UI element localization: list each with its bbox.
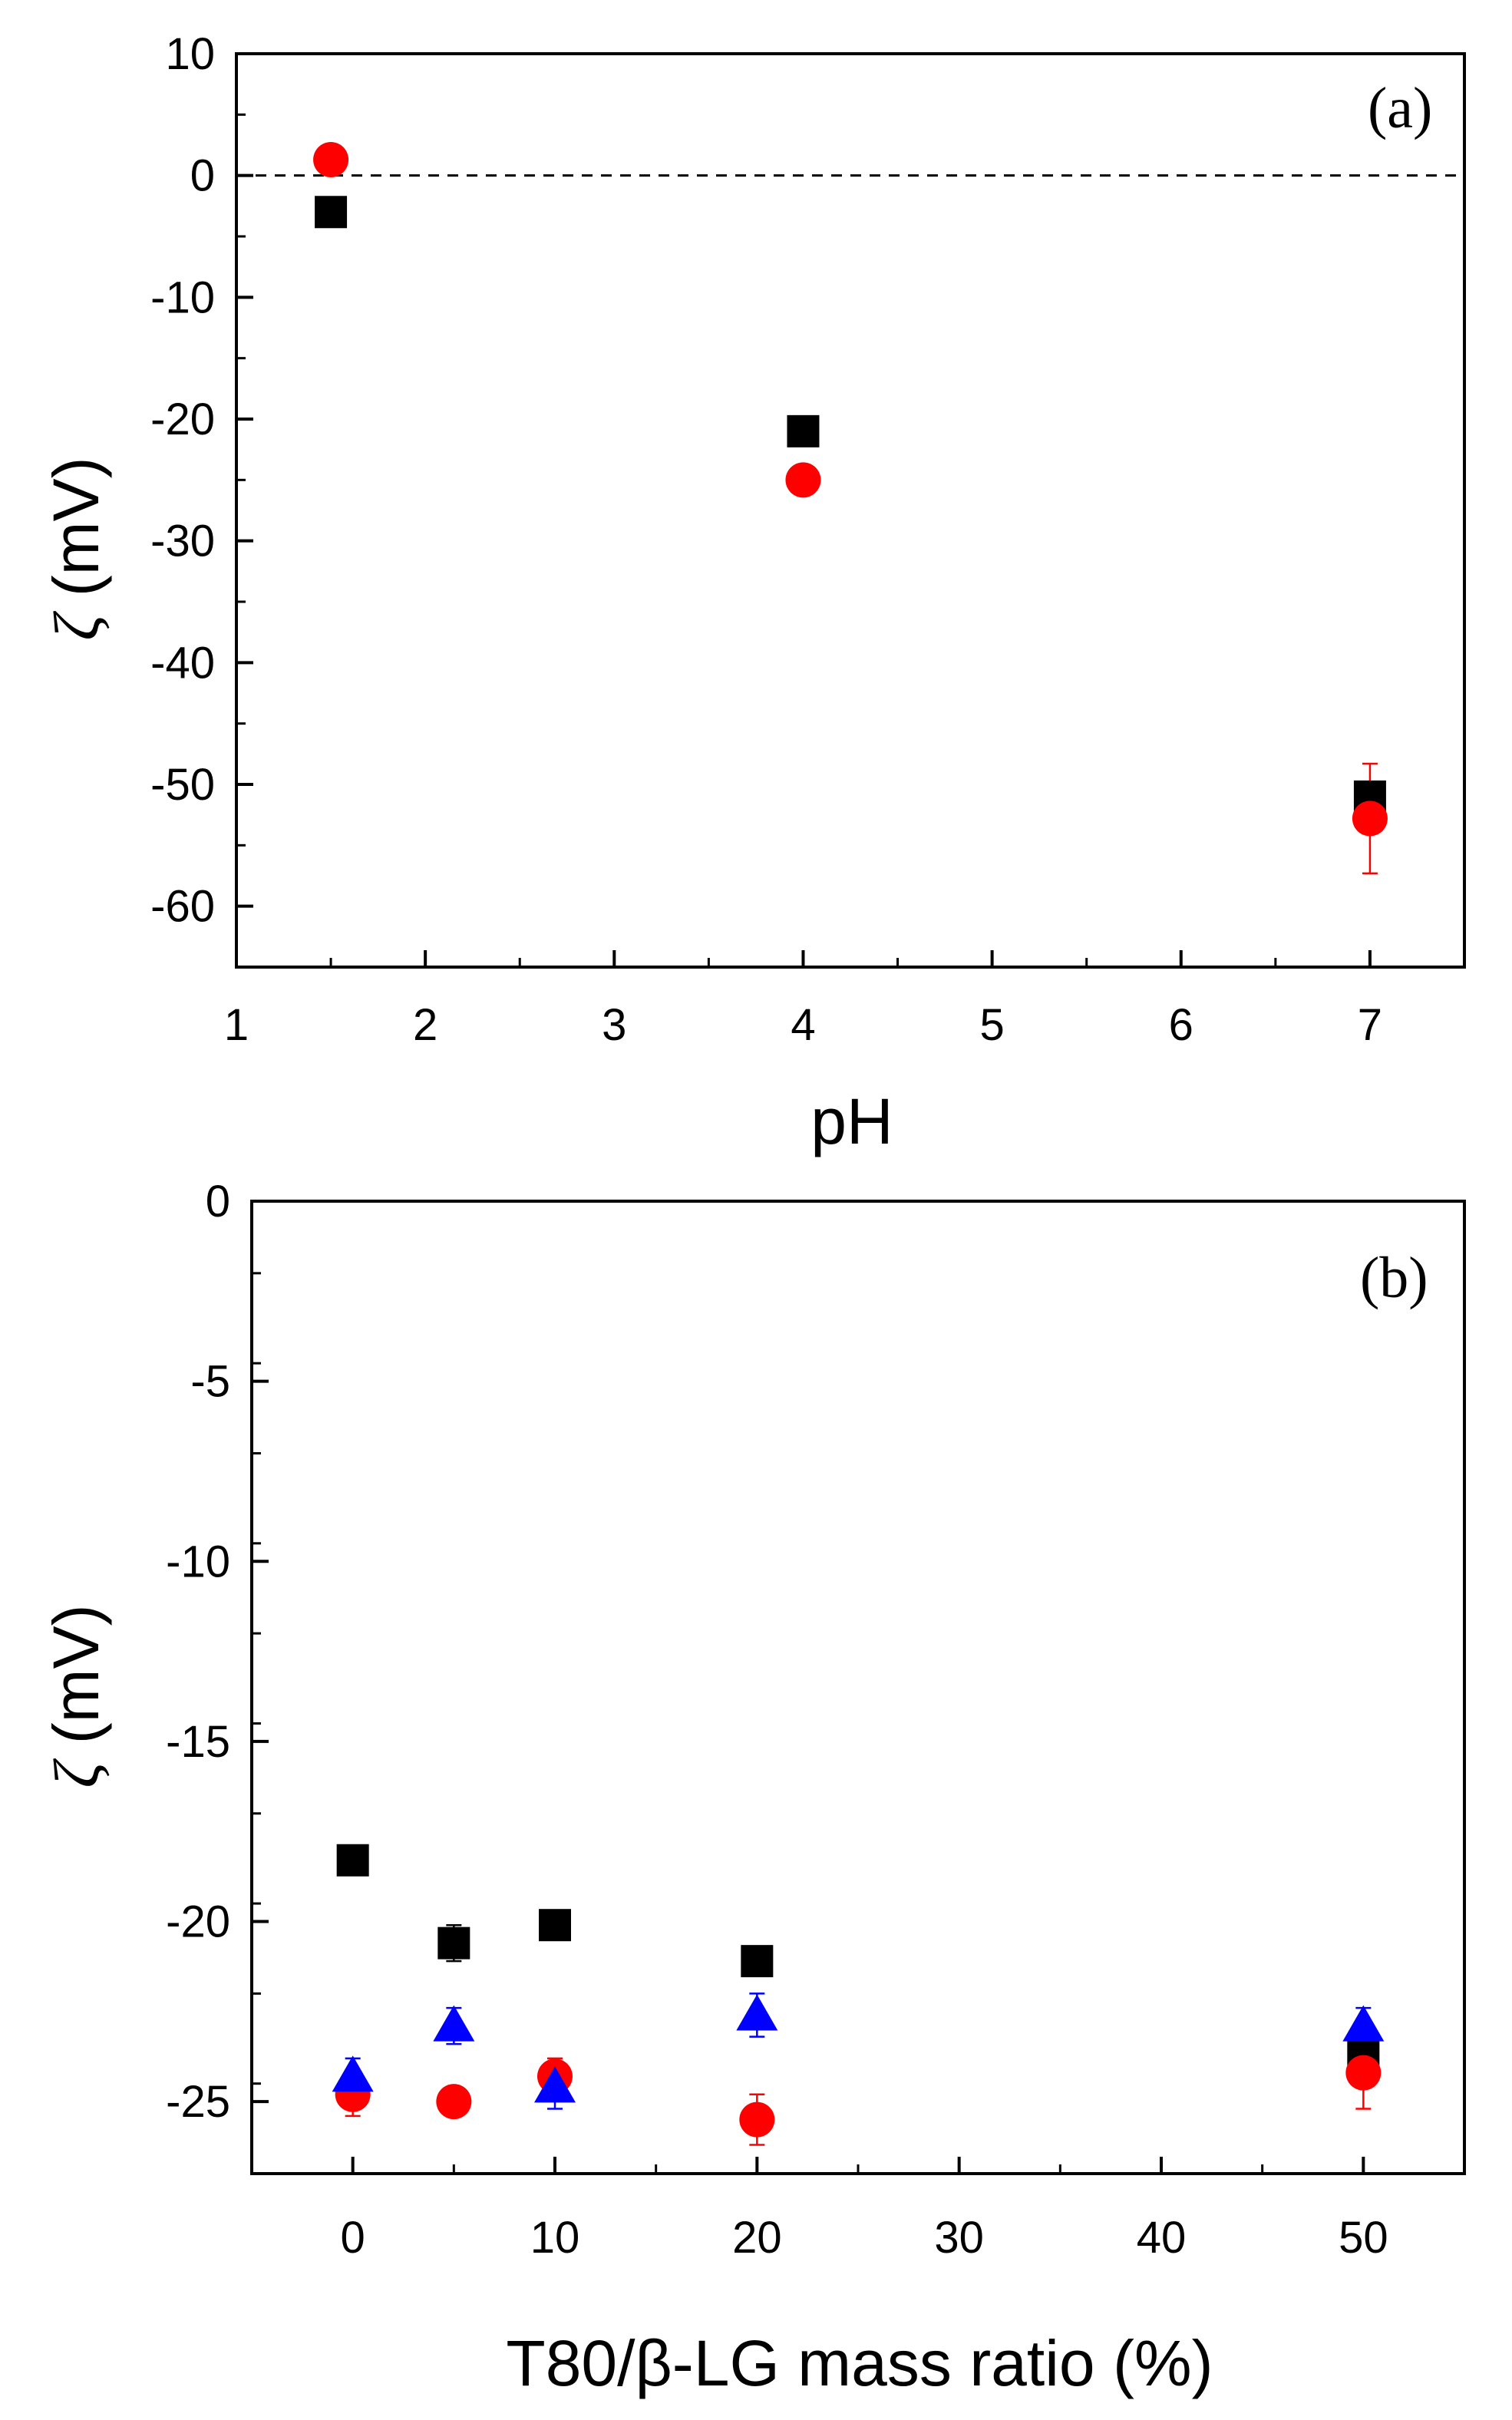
panel-b-data-points — [332, 1844, 1385, 2138]
x-tick-label: 50 — [1339, 2213, 1388, 2263]
panel-b-y-axis-title: ζ (mV) — [40, 1604, 113, 1788]
x-tick-label: 3 — [602, 1000, 626, 1050]
panel-a-data-points — [313, 142, 1388, 837]
panel-a: 1 2 3 4 5 6 7 10 0 -10 -20 -30 -40 -50 -60 (a) pH ζ (m… — [40, 29, 1466, 1157]
triangle-marker — [1342, 2005, 1385, 2042]
x-tick-label: 0 — [341, 2213, 365, 2263]
y-tick-label: -40 — [150, 638, 215, 688]
x-tick-label: 20 — [732, 2213, 782, 2263]
y-tick-label: -20 — [166, 1897, 230, 1947]
panel-a-x-axis-title: pH — [810, 1085, 893, 1157]
triangle-marker — [332, 2055, 374, 2092]
triangle-marker — [534, 2066, 576, 2103]
x-tick-label: 10 — [530, 2213, 580, 2263]
y-tick-label: 0 — [206, 1177, 230, 1227]
square-marker — [741, 1945, 774, 1978]
y-tick-label: -10 — [150, 272, 215, 322]
panel-b-label: (b) — [1360, 1246, 1428, 1310]
y-tick-label: -15 — [166, 1717, 230, 1767]
y-tick-label: -30 — [150, 517, 215, 566]
triangle-marker — [736, 1994, 778, 2031]
panel-a-ticks: 1 2 3 4 5 6 7 10 0 -10 -20 -30 -40 -50 -60 — [150, 29, 1466, 1050]
panel-a-y-axis-symbol: ζ — [41, 611, 113, 641]
circle-marker — [1345, 2055, 1382, 2091]
panel-b: 0 10 20 30 40 50 0 -5 -10 -15 -20 -25 (b) T80/β-LG … — [40, 1177, 1466, 2399]
y-tick-label: 10 — [165, 29, 215, 79]
y-tick-label: -50 — [150, 760, 215, 810]
y-tick-label: -60 — [150, 882, 215, 932]
square-marker — [315, 196, 348, 229]
x-tick-label: 5 — [979, 1000, 1004, 1050]
x-tick-label: 2 — [413, 1000, 437, 1050]
square-marker — [336, 1844, 369, 1877]
circle-marker — [739, 2101, 775, 2138]
panel-a-label: (a) — [1368, 76, 1432, 140]
x-tick-label: 6 — [1169, 1000, 1193, 1050]
circle-marker — [436, 2084, 472, 2120]
x-tick-label: 4 — [791, 1000, 815, 1050]
circle-marker — [1352, 801, 1388, 837]
x-tick-label: 7 — [1358, 1000, 1382, 1050]
square-marker — [437, 1926, 470, 1959]
square-marker — [539, 1909, 571, 1942]
panel-a-plot-frame — [235, 52, 1466, 969]
panel-b-y-axis-unit: (mV) — [40, 1604, 112, 1744]
panel-a-y-axis-title: ζ (mV) — [40, 457, 113, 640]
panel-b-plot-frame — [250, 1200, 1466, 2175]
y-tick-label: 0 — [190, 151, 215, 201]
panel-b-x-axis-title: T80/β-LG mass ratio (%) — [506, 2327, 1213, 2399]
triangle-marker — [433, 2005, 475, 2042]
x-tick-label: 30 — [934, 2213, 984, 2263]
y-tick-label: -10 — [166, 1537, 230, 1586]
x-tick-label: 40 — [1137, 2213, 1187, 2263]
circle-marker — [313, 142, 349, 178]
y-tick-label: -5 — [190, 1357, 230, 1407]
circle-marker — [785, 462, 821, 498]
y-tick-label: -20 — [150, 395, 215, 444]
square-marker — [787, 414, 820, 447]
panel-b-y-axis-symbol: ζ — [41, 1758, 113, 1788]
y-tick-label: -25 — [166, 2077, 230, 2127]
panel-a-y-axis-unit: (mV) — [40, 457, 112, 596]
panel-b-ticks: 0 10 20 30 40 50 0 -5 -10 -15 -20 -25 — [166, 1177, 1466, 2263]
x-tick-label: 1 — [224, 1000, 249, 1050]
